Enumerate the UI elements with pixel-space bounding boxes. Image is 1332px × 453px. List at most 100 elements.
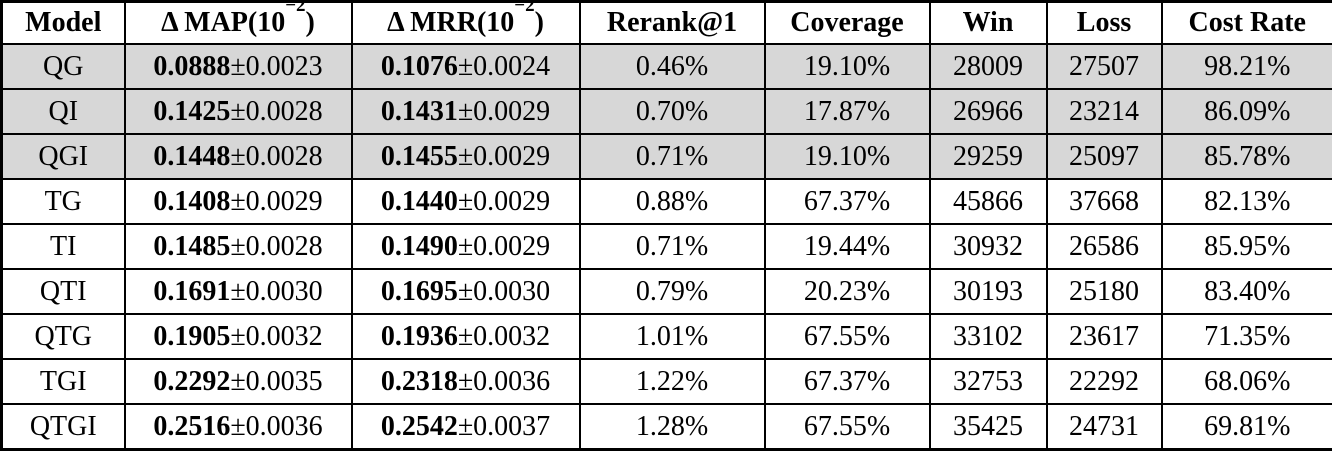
rerank-cell: 0.46% bbox=[578, 43, 766, 90]
table-row: QTGI 0.2516±0.0036 0.2542±0.0037 1.28% 67.55… bbox=[0, 403, 1332, 451]
coverage-cell: 67.55% bbox=[763, 403, 931, 451]
cost-rate-cell: 83.40% bbox=[1160, 268, 1332, 315]
rerank-cell: 0.88% bbox=[578, 178, 766, 225]
table-row: TI 0.1485±0.0028 0.1490±0.0029 0.71% 19.44% 3… bbox=[0, 223, 1332, 270]
loss-cell: 24731 bbox=[1045, 403, 1163, 451]
delta-map-cell: 0.1448±0.0028 bbox=[123, 133, 353, 180]
loss-cell: 22292 bbox=[1045, 358, 1163, 405]
rerank-cell: 0.70% bbox=[578, 88, 766, 135]
model-cell: QI bbox=[0, 88, 126, 135]
delta-map-cell: 0.1425±0.0028 bbox=[123, 88, 353, 135]
win-cell: 29259 bbox=[928, 133, 1048, 180]
delta-mrr-cell: 0.2318±0.0036 bbox=[350, 358, 581, 405]
delta-map-cell: 0.2516±0.0036 bbox=[123, 403, 353, 451]
delta-mrr-cell: 0.1936±0.0032 bbox=[350, 313, 581, 360]
win-cell: 30932 bbox=[928, 223, 1048, 270]
rerank-cell: 0.71% bbox=[578, 133, 766, 180]
header-row: Model Δ MAP(10−2) Δ MRR(10−2) Rerank@1 C… bbox=[0, 0, 1332, 45]
rerank-cell: 1.22% bbox=[578, 358, 766, 405]
delta-map-cell: 0.1485±0.0028 bbox=[123, 223, 353, 270]
coverage-cell: 67.37% bbox=[763, 178, 931, 225]
model-cell: QTI bbox=[0, 268, 126, 315]
model-cell: TGI bbox=[0, 358, 126, 405]
delta-mrr-cell: 0.1440±0.0029 bbox=[350, 178, 581, 225]
coverage-cell: 19.44% bbox=[763, 223, 931, 270]
rerank-cell: 1.28% bbox=[578, 403, 766, 451]
win-cell: 45866 bbox=[928, 178, 1048, 225]
coverage-cell: 67.55% bbox=[763, 313, 931, 360]
cost-rate-cell: 68.06% bbox=[1160, 358, 1332, 405]
model-cell: TI bbox=[0, 223, 126, 270]
delta-map-cell: 0.0888±0.0023 bbox=[123, 43, 353, 90]
header-loss-label: Loss bbox=[1076, 7, 1132, 38]
win-cell: 35425 bbox=[928, 403, 1048, 451]
delta-mrr-cell: 0.1695±0.0030 bbox=[350, 268, 581, 315]
delta-map-cell: 0.2292±0.0035 bbox=[123, 358, 353, 405]
win-cell: 32753 bbox=[928, 358, 1048, 405]
loss-cell: 25180 bbox=[1045, 268, 1163, 315]
win-cell: 26966 bbox=[928, 88, 1048, 135]
coverage-cell: 20.23% bbox=[763, 268, 931, 315]
model-cell: QTGI bbox=[0, 403, 126, 451]
header-cost-rate: Cost Rate bbox=[1160, 0, 1332, 45]
header-win-label: Win bbox=[962, 7, 1014, 38]
coverage-cell: 17.87% bbox=[763, 88, 931, 135]
header-delta-mrr-suffix: ) bbox=[534, 7, 544, 38]
header-delta-map-suffix: ) bbox=[305, 7, 315, 38]
header-cost-rate-label: Cost Rate bbox=[1188, 7, 1306, 38]
coverage-cell: 19.10% bbox=[763, 133, 931, 180]
table-header: Model Δ MAP(10−2) Δ MRR(10−2) Rerank@1 C… bbox=[0, 0, 1332, 45]
delta-mrr-cell: 0.2542±0.0037 bbox=[350, 403, 581, 451]
header-delta-map-label: Δ MAP(10 bbox=[161, 7, 286, 38]
model-cell: TG bbox=[0, 178, 126, 225]
cost-rate-cell: 71.35% bbox=[1160, 313, 1332, 360]
delta-mrr-cell: 0.1455±0.0029 bbox=[350, 133, 581, 180]
table-row: QI 0.1425±0.0028 0.1431±0.0029 0.70% 17.87% 2… bbox=[0, 88, 1332, 135]
loss-cell: 37668 bbox=[1045, 178, 1163, 225]
results-table-body: QG 0.0888±0.0023 0.1076±0.0024 0.46% 19.10% 2… bbox=[0, 43, 1332, 451]
table-row: TGI 0.2292±0.0035 0.2318±0.0036 1.22% 67.37%… bbox=[0, 358, 1332, 405]
rerank-cell: 1.01% bbox=[578, 313, 766, 360]
cost-rate-cell: 69.81% bbox=[1160, 403, 1332, 451]
coverage-cell: 19.10% bbox=[763, 43, 931, 90]
header-loss: Loss bbox=[1045, 0, 1163, 45]
loss-cell: 27507 bbox=[1045, 43, 1163, 90]
header-rerank-label: Rerank@1 bbox=[606, 7, 738, 38]
delta-mrr-cell: 0.1076±0.0024 bbox=[350, 43, 581, 90]
header-model-label: Model bbox=[25, 7, 102, 38]
header-delta-map-exponent: −2 bbox=[285, 1, 306, 17]
header-win: Win bbox=[928, 0, 1048, 45]
cost-rate-cell: 86.09% bbox=[1160, 88, 1332, 135]
delta-map-cell: 0.1905±0.0032 bbox=[123, 313, 353, 360]
header-model: Model bbox=[0, 0, 126, 45]
rerank-cell: 0.79% bbox=[578, 268, 766, 315]
table-row: QTG 0.1905±0.0032 0.1936±0.0032 1.01% 67.55%… bbox=[0, 313, 1332, 360]
header-rerank: Rerank@1 bbox=[578, 0, 766, 45]
loss-cell: 26586 bbox=[1045, 223, 1163, 270]
table-row: TG 0.1408±0.0029 0.1440±0.0029 0.88% 67.37% 4… bbox=[0, 178, 1332, 225]
delta-map-cell: 0.1691±0.0030 bbox=[123, 268, 353, 315]
model-cell: QTG bbox=[0, 313, 126, 360]
header-delta-mrr-exponent: −2 bbox=[514, 1, 535, 17]
cost-rate-cell: 98.21% bbox=[1160, 43, 1332, 90]
rerank-cell: 0.71% bbox=[578, 223, 766, 270]
header-delta-mrr-label: Δ MRR(10 bbox=[387, 7, 515, 38]
loss-cell: 25097 bbox=[1045, 133, 1163, 180]
model-cell: QGI bbox=[0, 133, 126, 180]
table-row: QTI 0.1691±0.0030 0.1695±0.0030 0.79% 20.23%… bbox=[0, 268, 1332, 315]
table-row: QG 0.0888±0.0023 0.1076±0.0024 0.46% 19.10% 2… bbox=[0, 43, 1332, 90]
delta-map-cell: 0.1408±0.0029 bbox=[123, 178, 353, 225]
win-cell: 30193 bbox=[928, 268, 1048, 315]
loss-cell: 23214 bbox=[1045, 88, 1163, 135]
cost-rate-cell: 85.78% bbox=[1160, 133, 1332, 180]
coverage-cell: 67.37% bbox=[763, 358, 931, 405]
header-coverage-label: Coverage bbox=[790, 7, 904, 38]
header-delta-mrr: Δ MRR(10−2) bbox=[350, 0, 581, 45]
model-cell: QG bbox=[0, 43, 126, 90]
loss-cell: 23617 bbox=[1045, 313, 1163, 360]
cost-rate-cell: 82.13% bbox=[1160, 178, 1332, 225]
cost-rate-cell: 85.95% bbox=[1160, 223, 1332, 270]
delta-mrr-cell: 0.1490±0.0029 bbox=[350, 223, 581, 270]
header-delta-map: Δ MAP(10−2) bbox=[123, 0, 353, 45]
